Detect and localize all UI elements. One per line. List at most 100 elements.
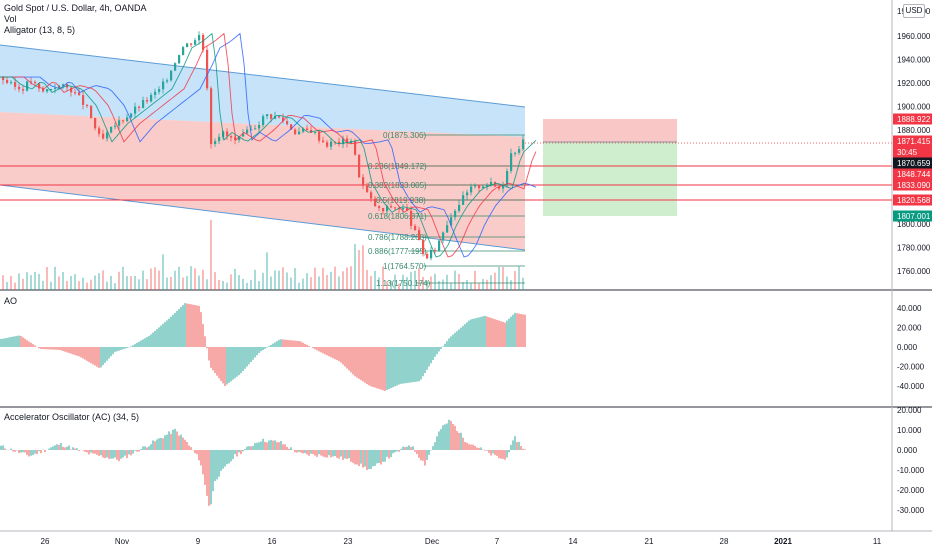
volume-bar: [334, 266, 336, 290]
candle-body: [62, 84, 65, 86]
candle-body: [410, 210, 413, 226]
candle-body: [382, 207, 385, 212]
candle-body: [422, 240, 425, 254]
volume-bar: [122, 266, 124, 290]
alligator-indicator-label[interactable]: Alligator (13, 8, 5): [4, 25, 76, 35]
volume-bar: [414, 270, 416, 290]
ao-pane-title[interactable]: AO: [4, 296, 18, 306]
volume-bars: [2, 220, 524, 290]
volume-bar: [266, 252, 268, 290]
volume-bar: [226, 282, 228, 290]
volume-bar: [150, 268, 152, 290]
candle-body: [146, 100, 149, 102]
volume-bar: [262, 272, 264, 290]
volume-bar: [74, 274, 76, 290]
volume-bar: [438, 281, 440, 290]
candle-body: [114, 125, 117, 127]
candle-body: [474, 184, 477, 187]
candle-body: [182, 47, 185, 56]
volume-bar: [46, 267, 48, 290]
candle-body: [218, 136, 221, 142]
volume-bar: [154, 267, 156, 290]
candle-body: [98, 128, 101, 134]
volume-bar: [162, 254, 164, 290]
volume-bar: [434, 273, 436, 290]
candle-body: [418, 229, 421, 241]
candle-body: [202, 35, 205, 50]
volume-bar: [366, 269, 368, 290]
alligator-line: [0, 32, 537, 258]
volume-bar: [398, 283, 400, 290]
time-tick-label: 14: [569, 537, 578, 546]
currency-badge[interactable]: USD: [903, 4, 925, 18]
candle-body: [34, 81, 37, 84]
price-tick-label: 1940.000: [897, 56, 931, 65]
candle-body: [282, 117, 285, 122]
ac-pane-title[interactable]: Accelerator Oscillator (AC) (34, 5): [4, 412, 140, 422]
symbol-title[interactable]: Gold Spot / U.S. Dollar, 4h, OANDA: [4, 3, 147, 13]
ao-tick-label: 40.000: [897, 304, 922, 313]
candle-body: [426, 253, 429, 259]
volume-bar: [338, 276, 340, 290]
volume-bar: [462, 282, 464, 290]
candle-body: [154, 91, 157, 95]
volume-bar: [214, 272, 216, 290]
candle-body: [406, 208, 409, 211]
volume-bar: [170, 276, 172, 290]
volume-bar: [118, 271, 120, 290]
candle-body: [266, 114, 269, 117]
candle-body: [378, 206, 381, 208]
candle-body: [262, 116, 265, 126]
volume-bar: [278, 270, 280, 290]
ao-tick-label: 20.000: [897, 323, 922, 332]
volume-bar: [274, 270, 276, 290]
volume-bar: [354, 243, 356, 290]
candle-body: [110, 126, 113, 133]
volume-bar: [234, 268, 236, 290]
time-tick-label: Nov: [115, 537, 129, 546]
candle-body: [498, 186, 501, 189]
volume-bar: [314, 267, 316, 290]
volume-bar: [522, 277, 524, 290]
vol-indicator-label[interactable]: Vol: [4, 14, 17, 24]
volume-bar: [62, 271, 64, 290]
volume-bar: [494, 272, 496, 290]
candle-body: [278, 116, 281, 118]
volume-bar: [174, 270, 176, 290]
volume-bar: [146, 279, 148, 290]
candle-body: [330, 141, 333, 147]
candle-body: [318, 131, 321, 141]
ao-histogram: 40.000 20.000 0.000 -20.000 -40.000: [0, 303, 925, 391]
candle-body: [370, 192, 373, 199]
candle-body: [342, 138, 345, 145]
price-label-tag: [893, 194, 932, 206]
volume-bar: [210, 220, 212, 290]
candle-body: [522, 139, 525, 150]
candle-body: [458, 204, 461, 211]
volume-bar: [510, 280, 512, 290]
candle-body: [50, 89, 53, 91]
volume-bar: [102, 270, 104, 290]
position-stop-zone: [543, 119, 677, 142]
volume-bar: [370, 276, 372, 290]
ac-tick-label: 0.000: [897, 446, 918, 455]
volume-bar: [446, 274, 448, 290]
candle-body: [122, 120, 125, 122]
time-tick-label: 16: [268, 537, 277, 546]
volume-bar: [254, 269, 256, 290]
candle-body: [302, 128, 305, 132]
candle-body: [434, 249, 437, 251]
candle-body: [386, 206, 389, 212]
fib-level-label: 0.236(1849.172): [368, 162, 427, 171]
fib-level-label: 0.382(1833.005): [368, 181, 427, 190]
volume-bar: [222, 280, 224, 290]
volume-bar: [502, 266, 504, 290]
candle-body: [102, 133, 105, 139]
time-axis: 26 Nov 9 16 23 Dec 7 14 21 28 2021 11: [41, 537, 882, 546]
volume-bar: [374, 271, 376, 290]
candle-body: [518, 149, 521, 153]
candle-body: [482, 186, 485, 189]
volume-bar: [326, 275, 328, 290]
